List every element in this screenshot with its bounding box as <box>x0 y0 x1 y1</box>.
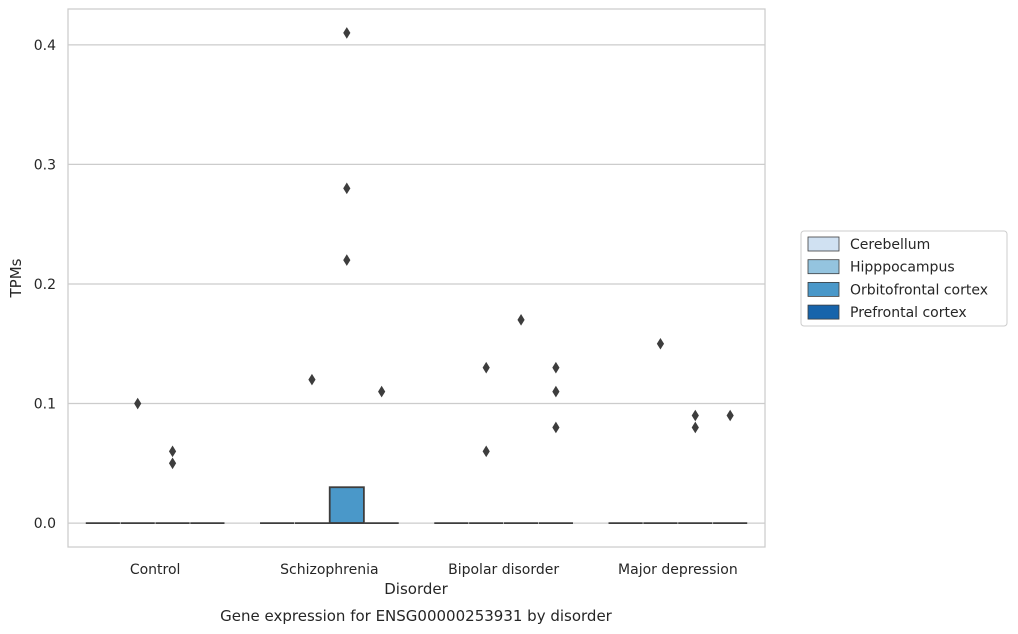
x-tick-label: Major depression <box>618 562 738 578</box>
legend: Cerebellum Hipppocampus Orbitofrontal cort… <box>800 230 1008 327</box>
outlier-point <box>378 385 386 398</box>
y-axis-title: TPMs <box>7 258 25 298</box>
legend-swatch <box>807 259 840 275</box>
legend-label: Hipppocampus <box>850 260 955 276</box>
outlier-point <box>691 409 699 422</box>
boxes <box>85 486 748 524</box>
outlier-point <box>517 314 525 326</box>
outlier-point <box>656 337 665 350</box>
x-tick-label: Control <box>130 562 181 578</box>
x-tick-labels: Control Schizophrenia Bipolar disorder Majo… <box>130 562 738 578</box>
y-tick-label: 0.1 <box>34 397 56 413</box>
chart-title: Gene expression for ENSG00000253931 by d… <box>220 607 613 625</box>
outliers <box>134 27 734 470</box>
outlier-point <box>168 457 177 470</box>
y-tick-label: 0.2 <box>34 277 56 293</box>
legend-label: Prefrontal cortex <box>850 305 967 321</box>
legend-swatch <box>807 281 840 297</box>
outlier-point <box>482 445 490 458</box>
plot-frame <box>67 8 766 548</box>
legend-swatch <box>807 304 840 320</box>
legend-swatch <box>807 236 840 252</box>
plot-area <box>68 9 765 547</box>
outlier-point <box>134 397 142 410</box>
outlier-point <box>343 27 351 39</box>
y-tick-label: 0.4 <box>34 38 56 54</box>
y-tick-label: 0.0 <box>34 516 56 532</box>
outlier-point <box>343 254 351 266</box>
y-tick-label: 0.3 <box>34 157 56 173</box>
outlier-point <box>482 361 490 374</box>
outlier-point <box>552 385 560 398</box>
outlier-point <box>726 409 734 422</box>
outlier-point <box>308 373 316 386</box>
legend-label: Cerebellum <box>850 237 930 253</box>
outlier-point <box>552 421 560 434</box>
box <box>328 486 365 524</box>
y-tick-labels: 0.0 0.1 0.2 0.3 0.4 <box>34 38 56 532</box>
outlier-point <box>552 361 560 374</box>
x-tick-label: Bipolar disorder <box>448 562 559 578</box>
outlier-point <box>168 445 177 458</box>
outlier-point <box>691 421 699 434</box>
legend-label: Orbitofrontal cortex <box>850 282 988 298</box>
legend-frame <box>800 230 1008 327</box>
x-tick-label: Schizophrenia <box>280 562 378 578</box>
x-axis-title: Disorder <box>384 580 448 598</box>
outlier-point <box>343 182 351 195</box>
